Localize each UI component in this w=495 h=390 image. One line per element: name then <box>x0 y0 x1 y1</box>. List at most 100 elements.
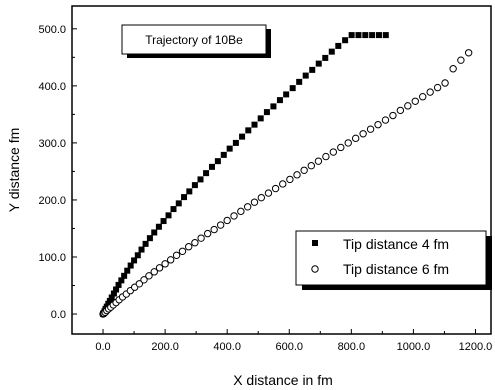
data-point <box>309 66 316 73</box>
data-point <box>374 120 382 129</box>
legend-frame <box>295 230 487 286</box>
data-point <box>426 88 434 96</box>
data-point <box>191 182 198 189</box>
data-point <box>315 60 322 67</box>
data-point <box>355 32 362 39</box>
x-tick-label: 800.0 <box>338 341 366 353</box>
data-point <box>135 280 144 288</box>
x-tick-label: 400.0 <box>213 341 241 353</box>
x-tick-label: 0.0 <box>95 341 110 353</box>
data-point <box>127 262 134 269</box>
data-point <box>151 229 158 236</box>
data-point <box>145 272 153 280</box>
data-point <box>366 125 375 133</box>
data-point <box>335 42 342 49</box>
data-point <box>279 180 287 188</box>
legend-marker-series-1 <box>312 240 318 246</box>
data-point <box>138 246 145 253</box>
data-point <box>203 170 210 177</box>
x-tick-label: 600.0 <box>275 341 303 353</box>
x-tick-label: 1000.0 <box>397 341 431 353</box>
legend-label-series-1: Tip distance 4 fm <box>343 236 449 252</box>
data-point <box>115 281 122 288</box>
data-point <box>419 92 427 101</box>
y-tick-label: 500.0 <box>38 24 66 36</box>
data-point <box>131 257 138 264</box>
title-box: Trajectory of 10Be <box>121 24 271 58</box>
y-tick-label: 300.0 <box>38 138 66 150</box>
data-point <box>283 91 290 98</box>
title-box-frame <box>121 24 267 55</box>
data-point <box>237 207 245 216</box>
data-point <box>110 290 117 297</box>
data-point <box>381 116 390 124</box>
data-point <box>329 148 338 156</box>
y-tick-label: 400.0 <box>38 81 66 93</box>
chart-title: Trajectory of 10Be <box>145 33 243 47</box>
data-point <box>382 32 389 39</box>
data-point <box>245 127 252 134</box>
data-point <box>181 194 188 201</box>
data-point <box>178 247 187 255</box>
axis-ticks: 0.0 200.0 400.0 600.0 800.0 1000.0 1200.0 0.0 10… <box>38 24 492 353</box>
data-point <box>257 193 266 202</box>
data-point <box>359 130 367 138</box>
data-point <box>369 32 376 39</box>
data-point <box>457 56 465 64</box>
data-point <box>441 79 449 87</box>
data-point <box>449 65 457 73</box>
data-point <box>155 264 164 272</box>
data-point <box>433 83 442 92</box>
data-point <box>124 267 131 274</box>
data-point <box>191 239 199 247</box>
data-point <box>276 97 283 104</box>
data-point <box>362 32 369 39</box>
plot-frame <box>71 5 492 335</box>
data-point <box>134 252 141 259</box>
data-point <box>106 297 113 304</box>
data-point <box>203 229 212 238</box>
data-point <box>314 157 323 165</box>
data-point <box>328 48 335 55</box>
data-point <box>322 54 329 61</box>
data-point <box>243 203 252 211</box>
data-point <box>239 133 246 140</box>
legend-label-series-2: Tip distance 6 fm <box>343 261 449 277</box>
data-point <box>232 139 239 146</box>
data-point <box>271 184 280 193</box>
data-point <box>210 225 218 234</box>
data-point <box>296 78 303 85</box>
data-point <box>161 260 169 268</box>
data-point <box>166 256 175 264</box>
data-point <box>411 97 419 105</box>
x-axis-title: X distance in fm <box>233 372 333 388</box>
data-point <box>118 277 125 284</box>
data-point <box>404 102 412 110</box>
data-point <box>396 106 405 115</box>
data-point <box>216 221 225 229</box>
x-tick-label: 1200.0 <box>459 341 493 353</box>
y-tick-label: 0.0 <box>51 309 66 321</box>
data-point <box>226 145 233 152</box>
data-point <box>264 189 273 197</box>
data-point <box>208 163 215 170</box>
data-point <box>160 218 167 225</box>
data-point <box>197 234 205 242</box>
data-point <box>286 175 294 184</box>
data-point <box>389 111 397 120</box>
data-point <box>250 198 259 206</box>
data-point <box>230 212 238 220</box>
data-point <box>464 49 473 57</box>
data-point <box>113 286 120 293</box>
data-point <box>270 103 277 110</box>
data-point <box>375 32 382 39</box>
data-point <box>121 272 128 279</box>
legend: Tip distance 4 fm Tip distance 6 fm <box>295 230 492 290</box>
data-point <box>223 216 231 225</box>
data-point <box>170 206 177 213</box>
data-point <box>293 171 301 179</box>
data-point <box>302 72 309 79</box>
data-point <box>155 223 162 230</box>
data-point <box>186 188 193 195</box>
